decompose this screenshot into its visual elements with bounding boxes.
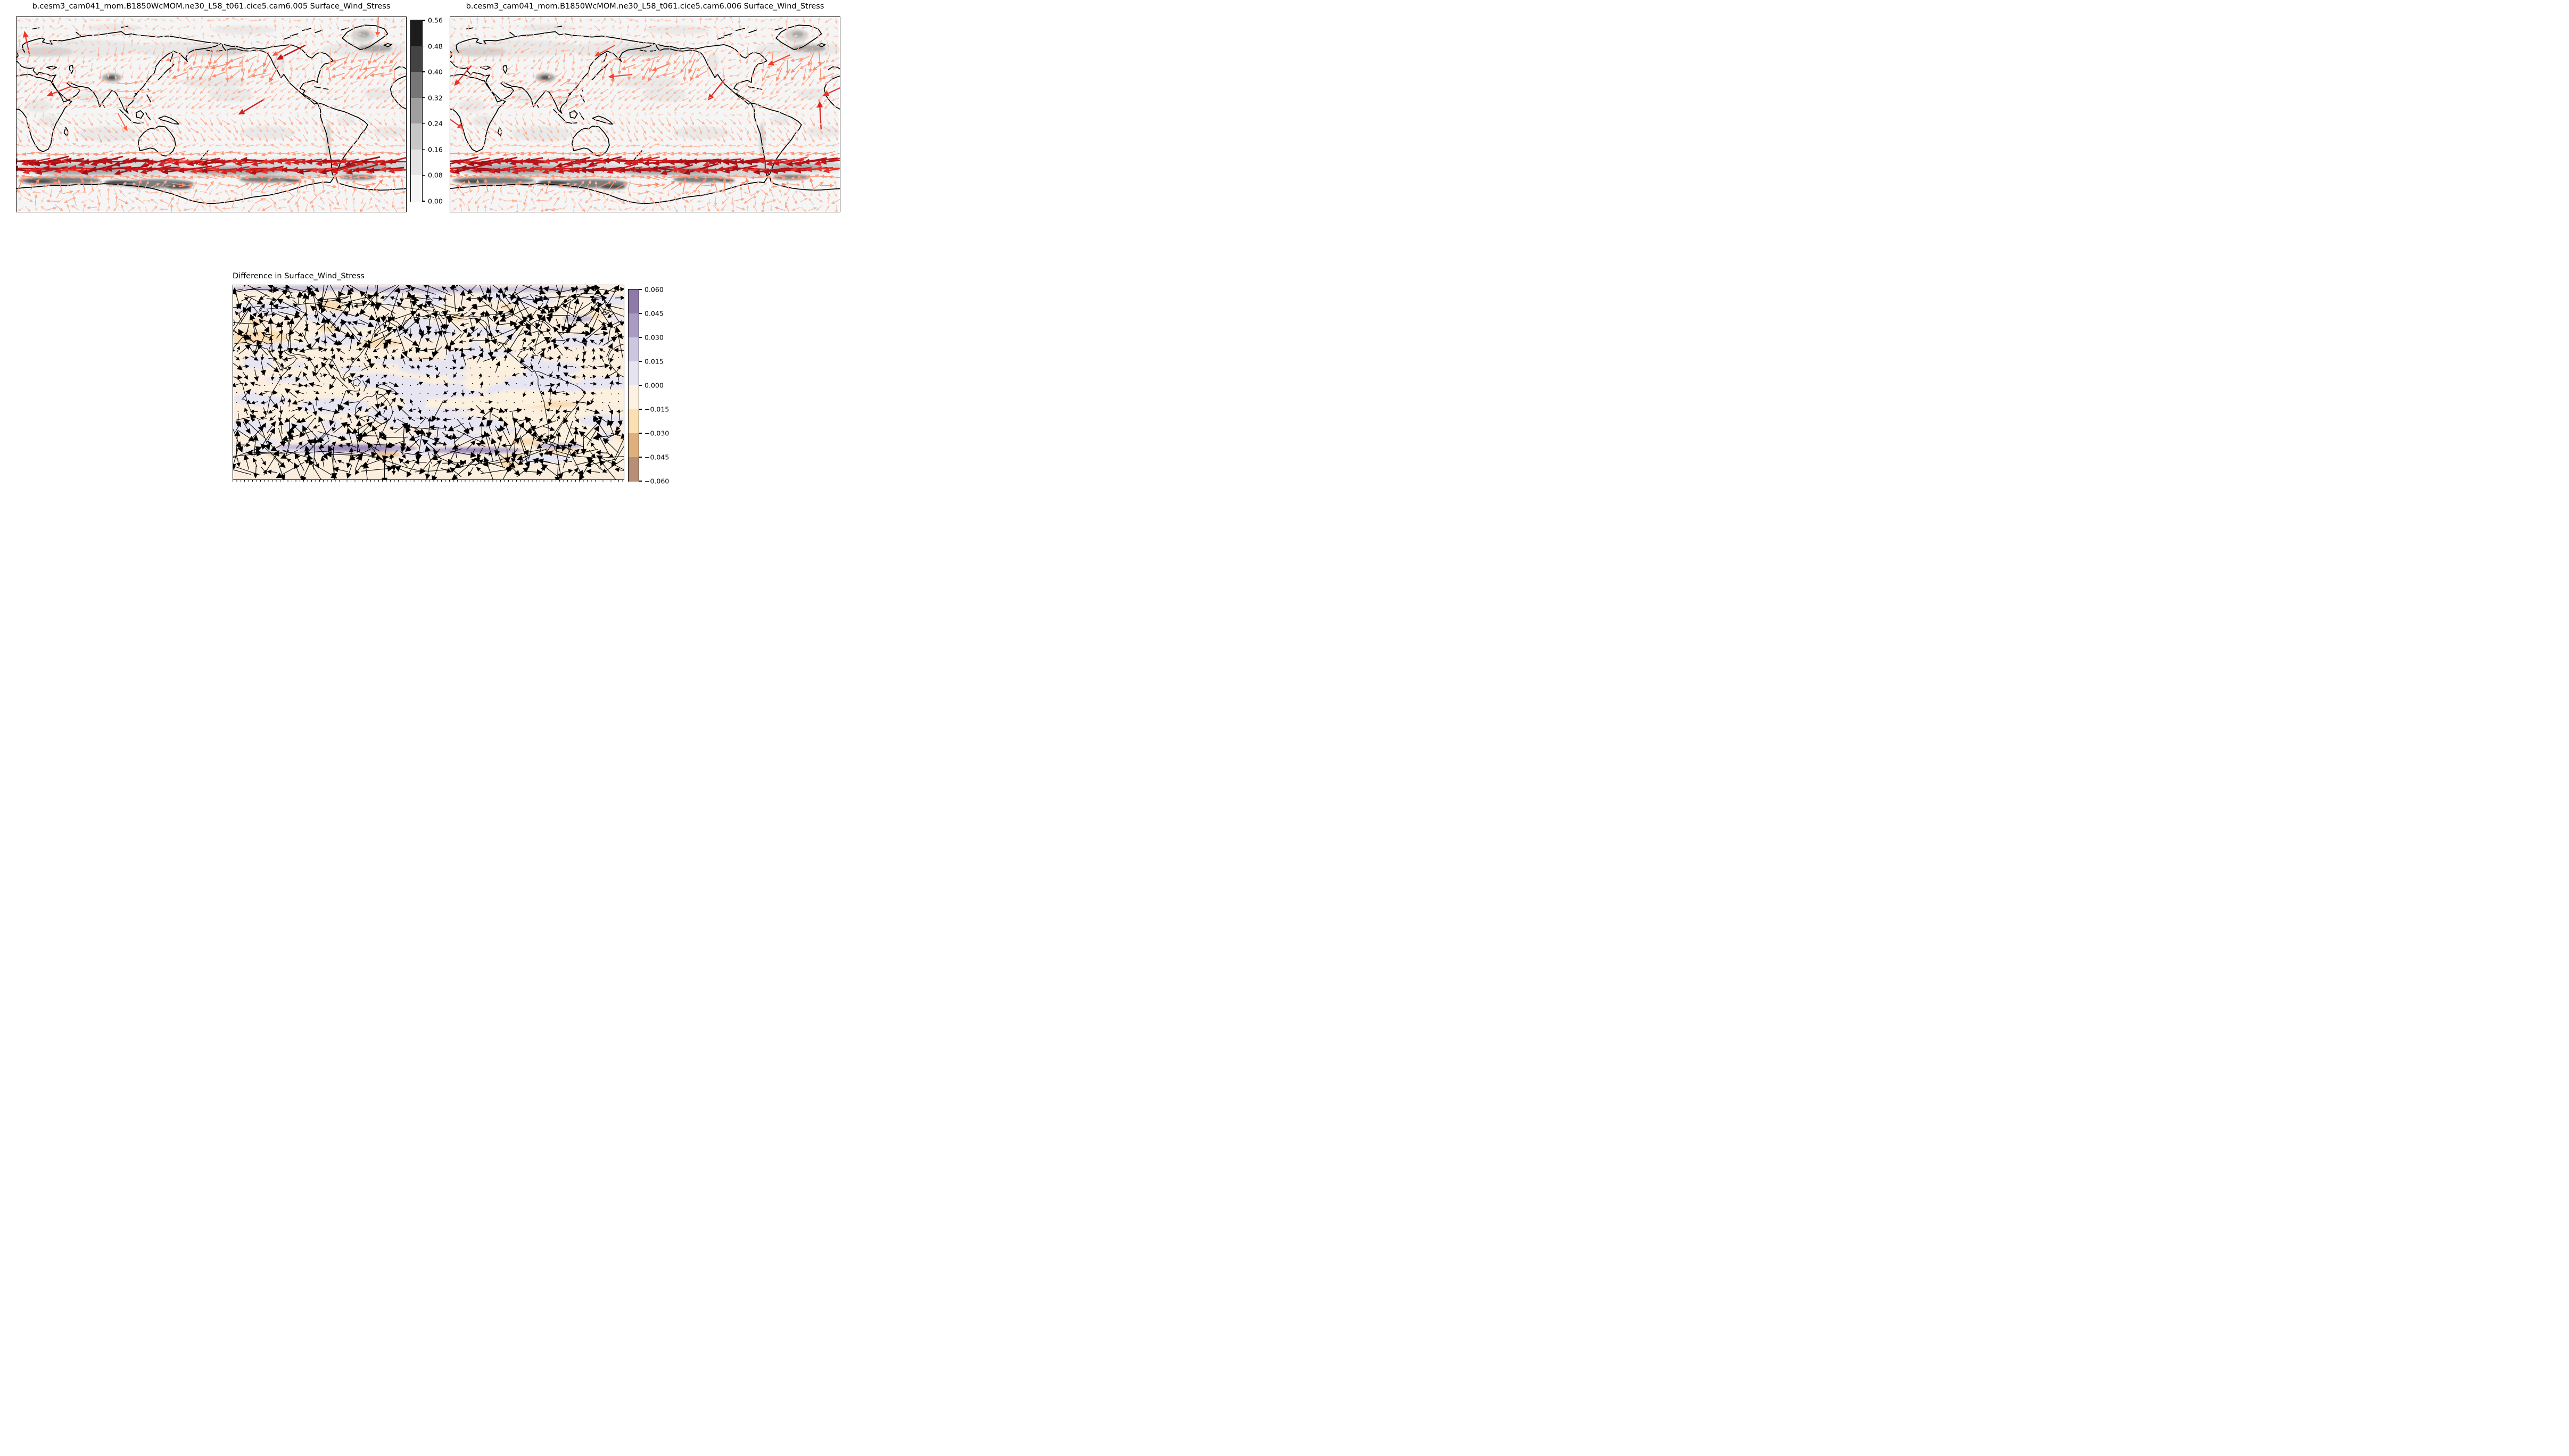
colorbar-tick-label: −0.015 xyxy=(645,405,670,413)
colorbar-segment xyxy=(411,97,422,125)
colorbar-tick-label: −0.030 xyxy=(645,429,670,437)
colorbar-segment xyxy=(629,409,639,434)
colorbar-segment xyxy=(411,46,422,73)
colorbar-tick-label: 0.40 xyxy=(428,68,443,76)
difference-colorbar: 0.060 0.045 0.030 0.015 0.000 −0.015 −0.030 −0.… xyxy=(628,286,669,485)
colorbar-tick-label: 0.16 xyxy=(428,145,443,154)
colorbar-segment xyxy=(411,149,422,176)
map-panel-diff xyxy=(233,285,624,480)
panel2-title: b.cesm3_cam041_mom.B1850WcMOM.ne30_L58_t… xyxy=(466,2,824,11)
colorbar-tick-label: 0.08 xyxy=(428,171,443,179)
panel1-title: b.cesm3_cam041_mom.B1850WcMOM.ne30_L58_t… xyxy=(32,2,391,11)
colorbar-tick xyxy=(422,97,425,98)
colorbar-segment xyxy=(629,337,639,362)
colorbar-tick-label: 0.00 xyxy=(428,197,443,205)
diff-map-longitude-ticks xyxy=(233,480,624,482)
colorbar-tick-label: 0.060 xyxy=(645,285,664,294)
colorbar-tick xyxy=(422,149,425,150)
difference-quiver-vectors xyxy=(233,285,624,479)
quiver-vectors xyxy=(450,17,840,212)
colorbar-segment xyxy=(629,385,639,410)
map-panel-1 xyxy=(16,16,407,212)
colorbar-tick xyxy=(422,71,425,72)
colorbar-tick-label: 0.56 xyxy=(428,16,443,24)
colorbar-tick-label: −0.060 xyxy=(645,477,670,485)
colorbar-segment xyxy=(629,313,639,338)
colorbar-tick-label: 0.015 xyxy=(645,357,664,366)
colorbar-tick-label: 0.24 xyxy=(428,119,443,128)
colorbar-segment xyxy=(411,175,422,202)
quiver-vectors xyxy=(16,17,406,212)
grayscale-colorbar: 0.56 0.48 0.40 0.32 0.24 0.16 0.08 0.00 xyxy=(410,16,443,205)
colorbar-tick xyxy=(422,123,425,124)
figure-canvas: b.cesm3_cam041_mom.B1850WcMOM.ne30_L58_t… xyxy=(0,0,856,485)
colorbar-segment xyxy=(629,289,639,315)
colorbar-segment xyxy=(629,361,639,386)
colorbar-segment xyxy=(411,20,422,47)
difference-map xyxy=(233,285,624,479)
map-panel-2 xyxy=(450,16,840,212)
colorbar-tick-label: 0.030 xyxy=(645,333,664,342)
colorbar-tick-label: −0.045 xyxy=(645,453,670,461)
colorbar-segment xyxy=(629,457,639,482)
wind-stress-map-006 xyxy=(450,17,840,212)
wind-stress-map-005 xyxy=(16,17,406,212)
colorbar-tick-label: 0.32 xyxy=(428,94,443,102)
colorbar-tick-label: 0.48 xyxy=(428,42,443,51)
colorbar-segment xyxy=(629,433,639,458)
colorbar-tick xyxy=(422,175,425,176)
colorbar-tick-label: 0.000 xyxy=(645,381,664,390)
colorbar-segment xyxy=(411,72,422,98)
colorbar-segment xyxy=(411,123,422,150)
panel3-title: Difference in Surface_Wind_Stress xyxy=(233,272,365,280)
colorbar-tick-label: 0.045 xyxy=(645,309,664,318)
